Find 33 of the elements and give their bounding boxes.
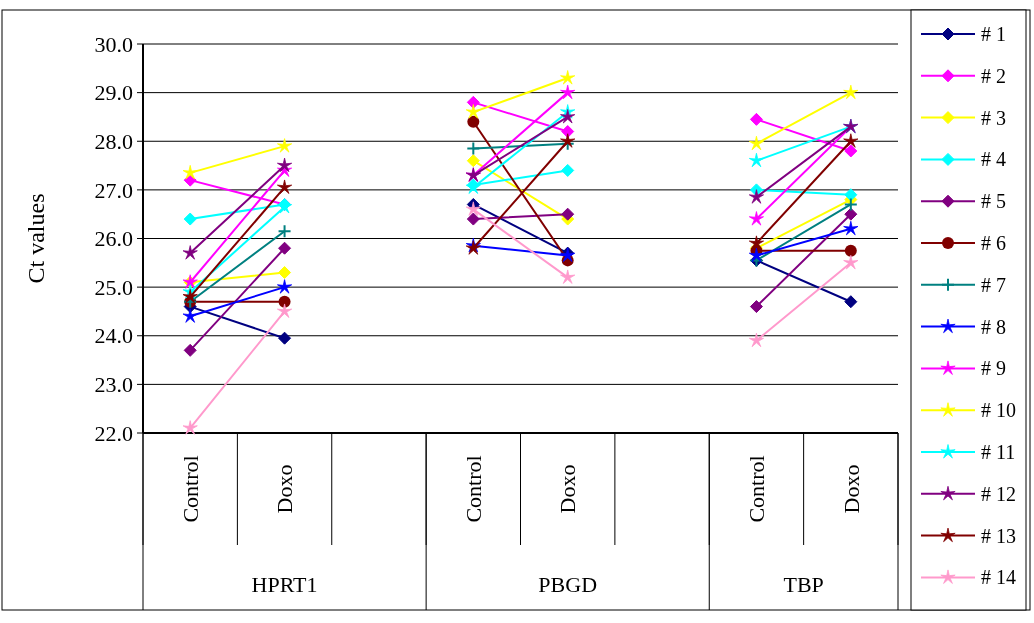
x-tick-label: Control <box>744 455 770 523</box>
legend-label: # 6 <box>981 232 1006 254</box>
legend-label: # 13 <box>981 524 1016 547</box>
legend-label: # 1 <box>981 23 1006 45</box>
y-tick-label: 27.0 <box>94 177 133 203</box>
x-tick-label: Doxo <box>272 464 298 514</box>
y-tick-label: 23.0 <box>94 372 133 398</box>
legend-label: # 10 <box>981 399 1016 422</box>
legend-label: # 4 <box>981 148 1006 171</box>
text: PBGD <box>538 572 598 597</box>
y-tick-label: 28.0 <box>94 128 133 154</box>
y-tick-label: 25.0 <box>94 274 133 300</box>
legend-label: # 5 <box>981 190 1006 213</box>
legend-label: # 7 <box>981 273 1006 296</box>
legend-label: # 14 <box>981 566 1016 589</box>
y-tick-label: 22.0 <box>94 420 133 446</box>
legend-label: # 3 <box>981 106 1006 129</box>
text: TBP <box>783 572 824 597</box>
legend-label: # 11 <box>981 441 1016 463</box>
x-tick-label: Control <box>177 455 203 523</box>
y-tick-label: 29.0 <box>94 80 133 106</box>
y-axis-title: Ct values <box>23 193 49 284</box>
legend-label: # 8 <box>981 315 1006 338</box>
y-tick-label: 30.0 <box>94 31 133 57</box>
x-tick-label: Doxo <box>555 464 581 514</box>
legend-label: # 12 <box>981 482 1016 505</box>
y-tick-label: 24.0 <box>94 323 133 349</box>
legend-label: # 2 <box>981 64 1006 87</box>
legend-label: # 9 <box>981 357 1006 380</box>
text: HPRT1 <box>251 572 318 597</box>
x-tick-label: Doxo <box>838 464 864 514</box>
x-tick-label: Control <box>461 455 487 523</box>
y-tick-label: 26.0 <box>94 226 133 252</box>
